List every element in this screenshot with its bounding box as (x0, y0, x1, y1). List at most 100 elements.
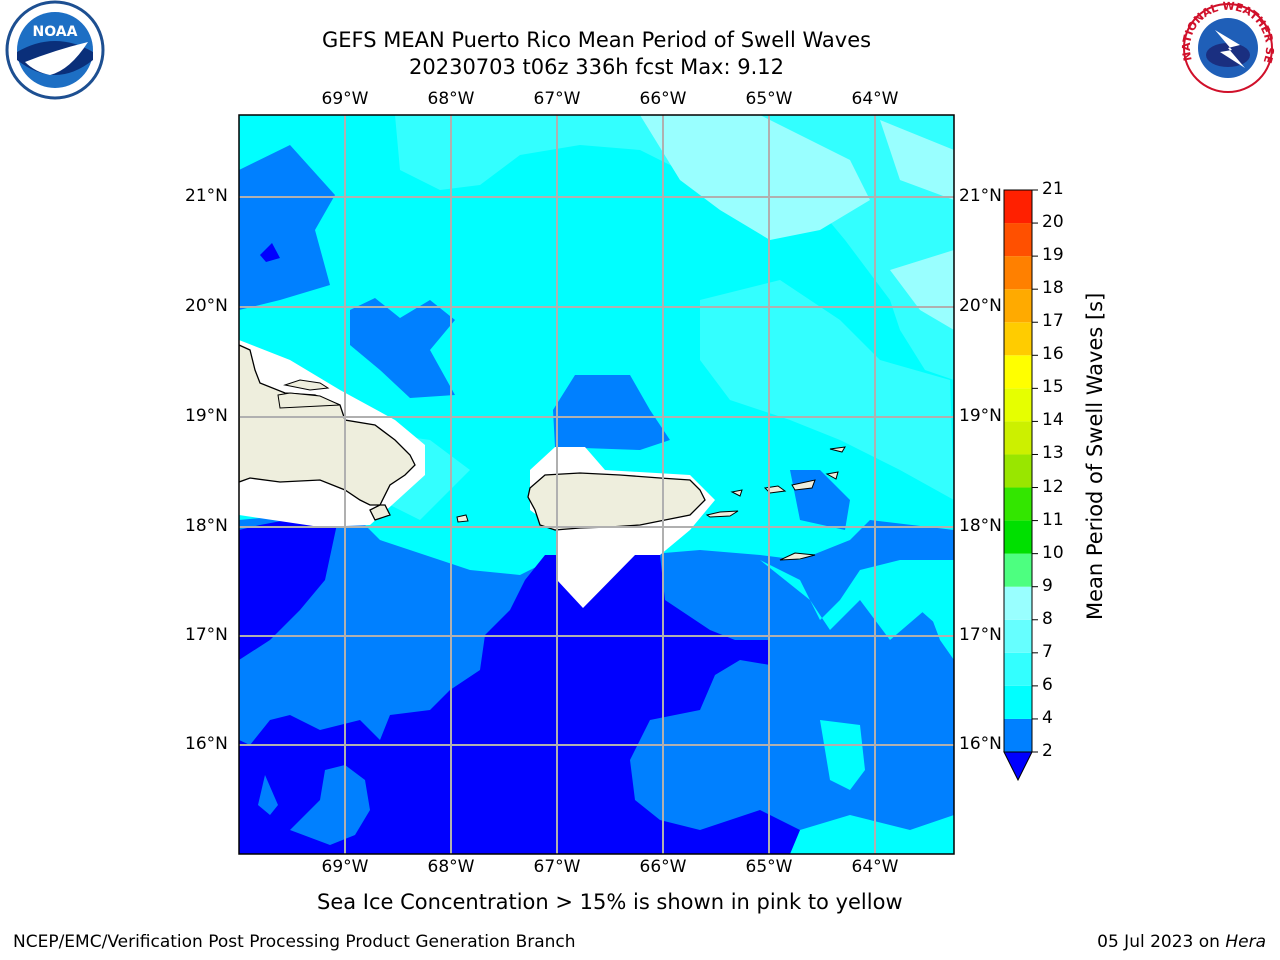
colorbar-cell (1004, 421, 1032, 455)
colorbar-cell (1004, 520, 1032, 554)
noaa-logo-text: NOAA (33, 24, 78, 40)
colorbar-cell (1004, 586, 1032, 620)
graticule (239, 115, 954, 854)
colorbar-frame (1003, 189, 1033, 753)
colorbar-tick-label: 13 (1042, 443, 1064, 464)
lon-label-top-68w: 68°W (427, 89, 475, 109)
colorbar-tick-label: 19 (1042, 245, 1064, 266)
colorbar-cell (1004, 256, 1032, 290)
lat-label-right-17n: 17°N (959, 625, 1002, 645)
swell-band-2-4-pocket (290, 765, 370, 845)
lat-label-left-16n: 16°N (185, 734, 228, 754)
colorbar-cell (1004, 289, 1032, 323)
footer-date-text: 05 Jul 2023 on (1097, 932, 1226, 952)
swell-band-8-9 (640, 115, 870, 240)
swell-band-0-2-nw (260, 243, 280, 262)
colorbar-cell (1004, 355, 1032, 389)
north-cay (283, 379, 330, 391)
lat-label-left-21n: 21°N (185, 186, 228, 206)
swell-band-6-7-east (700, 280, 954, 500)
swell-band-8-9-east (880, 120, 954, 200)
lat-label-right-19n: 19°N (959, 406, 1002, 426)
swell-band-4-6-s (820, 720, 865, 790)
colorbar-ticks (1032, 189, 1038, 753)
swell-band-2-4-north (350, 298, 455, 398)
chart-title-line1: GEFS MEAN Puerto Rico Mean Period of Swe… (321, 28, 872, 52)
colorbar-tick-label: 20 (1042, 212, 1064, 233)
lat-label-left-17n: 17°N (185, 625, 228, 645)
footer-branch: NCEP/EMC/Verification Post Processing Pr… (13, 932, 576, 952)
colorbar-tick-label: 8 (1042, 608, 1053, 629)
st-croix-island (779, 552, 816, 561)
colorbar-tick-label: 2 (1042, 741, 1053, 761)
colorbar-cell (1004, 388, 1032, 422)
colorbar-tick-label: 12 (1042, 476, 1064, 497)
swell-band-2-4-mona (553, 375, 670, 450)
colorbar-extend-triangle (1003, 751, 1033, 782)
colorbar-tick-label: 10 (1042, 542, 1064, 563)
colorbar-cell (1004, 718, 1032, 752)
noaa-logo: NOAA (5, 0, 105, 100)
colorbar-tick-label: 18 (1042, 278, 1064, 299)
lon-label-bottom-67w: 67°W (533, 857, 581, 877)
colorbar-tick-label: 6 (1042, 674, 1053, 695)
map-frame (238, 114, 955, 855)
anegada-island (829, 446, 846, 453)
lon-label-top-67w: 67°W (533, 89, 581, 109)
colorbar-title: Mean Period of Swell Waves [s] (1083, 292, 1107, 620)
colorbar-tick-label: 14 (1042, 410, 1064, 431)
lon-label-top-65w: 65°W (745, 89, 793, 109)
swell-band-0-2-sw (239, 510, 340, 660)
sea-ice-caption: Sea Ice Concentration > 15% is shown in … (317, 890, 903, 914)
lon-label-bottom-66w: 66°W (639, 857, 687, 877)
swell-band-2-4-pocket2 (258, 775, 278, 815)
lon-label-bottom-65w: 65°W (745, 857, 793, 877)
colorbar-cell (1004, 652, 1032, 686)
lat-label-right-18n: 18°N (959, 516, 1002, 536)
colorbar-tick-label: 9 (1042, 575, 1053, 596)
lat-label-right-16n: 16°N (959, 734, 1002, 754)
colorbar-cell (1004, 619, 1032, 653)
swell-band-4-6-se (760, 560, 954, 640)
tortola-island (791, 479, 816, 491)
lat-label-left-18n: 18°N (185, 516, 228, 536)
swell-band-4-6-sbottom (790, 815, 954, 854)
colorbar-cell (1004, 553, 1032, 587)
colorbar-cell (1004, 487, 1032, 521)
lon-label-bottom-64w: 64°W (851, 857, 899, 877)
lon-label-bottom-68w: 68°W (427, 857, 475, 877)
puerto-rico-land (527, 472, 706, 531)
lon-label-top-69w: 69°W (321, 89, 369, 109)
colorbar-cell (1004, 190, 1032, 224)
swell-band-0-2-south (239, 555, 800, 854)
colorbar-tick-label: 4 (1042, 707, 1053, 728)
chart-title-line2: 20230703 t06z 336h fcst Max: 9.12 (409, 55, 784, 79)
lon-label-bottom-69w: 69°W (321, 857, 369, 877)
colorbar-tick-label: 15 (1042, 377, 1064, 398)
colorbar-cell (1004, 322, 1032, 356)
mona-island (456, 514, 469, 523)
colorbar-tick-label: 21 (1042, 179, 1064, 199)
colorbar-tick-label: 16 (1042, 344, 1064, 365)
vieques-island (705, 510, 739, 518)
virgin-gorda-island (825, 471, 839, 480)
colorbar-cells (1003, 189, 1033, 782)
colorbar-cell (1004, 454, 1032, 488)
footer-date: 05 Jul 2023 on Hera (1097, 932, 1266, 952)
footer-host: Hera (1225, 932, 1266, 952)
colorbar-cell (1004, 223, 1032, 257)
colorbar-tick-label: 17 (1042, 311, 1064, 332)
colorbar-tick-label: 11 (1042, 509, 1064, 530)
swell-band-8-9-ne (890, 250, 954, 330)
lon-label-top-64w: 64°W (851, 89, 899, 109)
swell-band-2-4-nw (239, 145, 335, 310)
lat-label-left-19n: 19°N (185, 406, 228, 426)
swell-band-4-6-se2 (925, 590, 954, 660)
culebra-island (730, 489, 743, 497)
lat-label-left-20n: 20°N (185, 296, 228, 316)
lon-label-top-66w: 66°W (639, 89, 687, 109)
lat-label-right-20n: 20°N (959, 296, 1002, 316)
